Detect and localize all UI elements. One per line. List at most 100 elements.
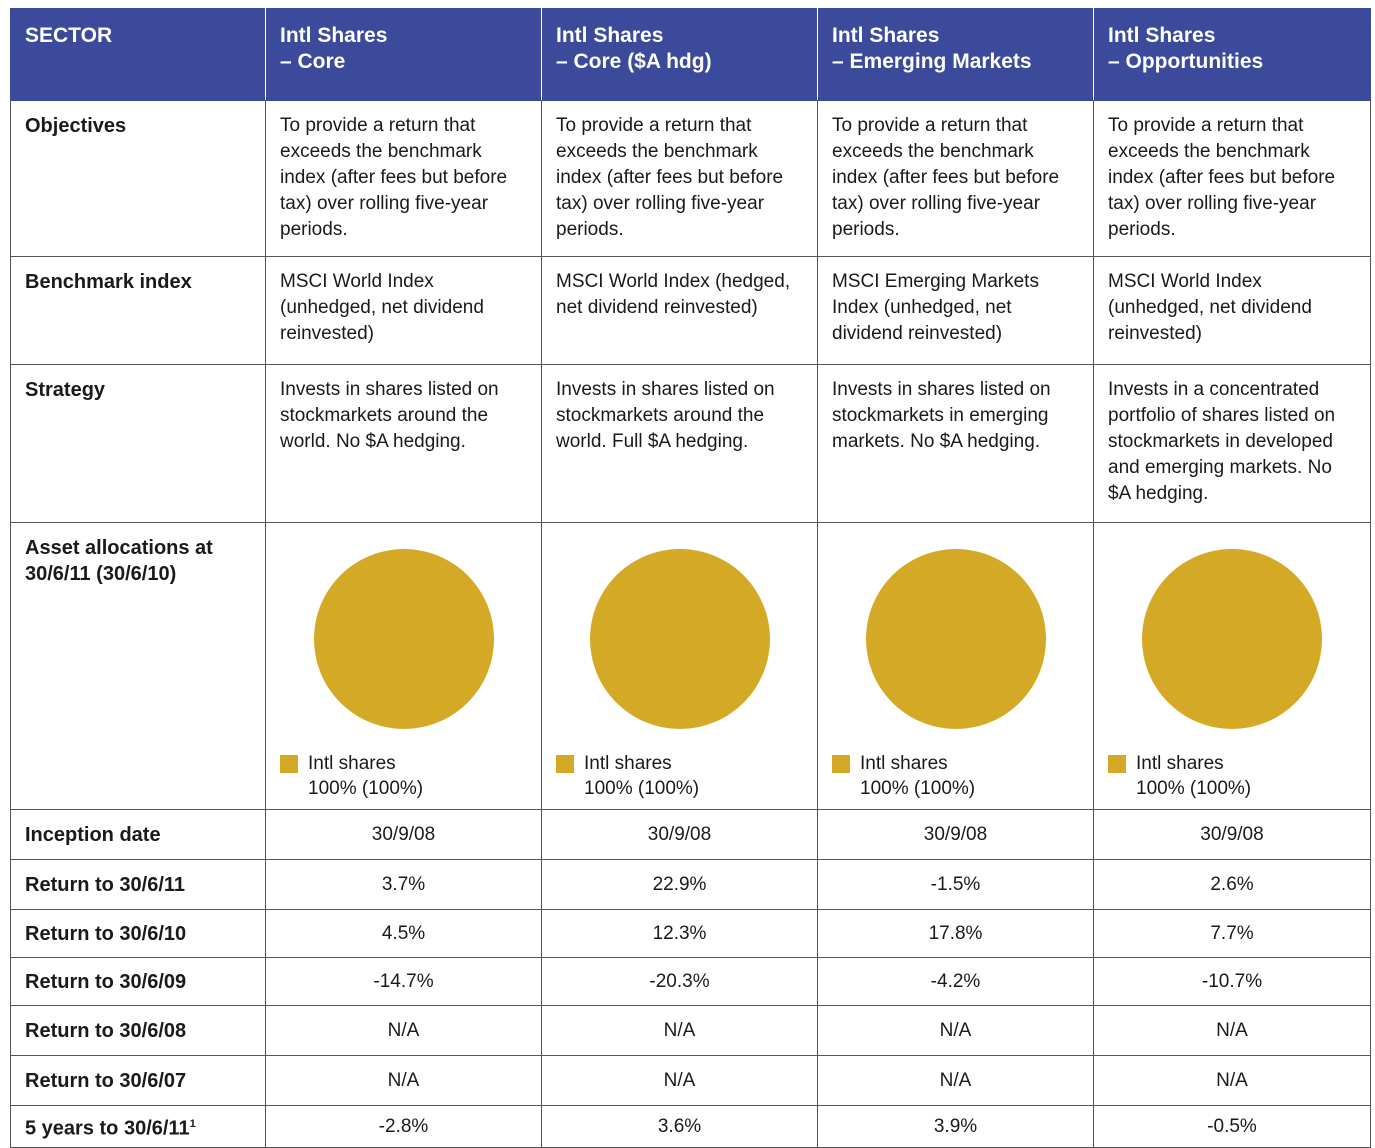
legend-swatch <box>280 755 298 773</box>
label-text: Inception date <box>25 823 161 846</box>
legend-text: Intl shares 100% (100%) <box>1136 751 1251 801</box>
row-label: 5 years to 30/6/111 <box>10 1105 266 1148</box>
legend-text: Intl shares 100% (100%) <box>584 751 699 801</box>
cell: N/A <box>265 1055 542 1106</box>
header-cell: Intl Shares – Core <box>265 8 542 101</box>
cell: -10.7% <box>1093 957 1371 1006</box>
cell: 30/9/08 <box>265 809 542 860</box>
cell: N/A <box>541 1005 818 1056</box>
legend-name: Intl shares <box>1136 753 1224 774</box>
cell: Intl shares 100% (100%) <box>817 522 1094 810</box>
header-cell: Intl Shares – Opportunities <box>1093 8 1371 101</box>
table-row: 5 years to 30/6/111 -2.8% 3.6% 3.9% -0.5% <box>10 1105 1371 1148</box>
cell: To provide a return that exceeds the ben… <box>541 100 818 257</box>
legend: Intl shares 100% (100%) <box>280 751 423 801</box>
allocation: Intl shares 100% (100%) <box>556 535 803 801</box>
header-line: – Emerging Markets <box>832 50 1032 73</box>
legend: Intl shares 100% (100%) <box>556 751 699 801</box>
row-label: Return to 30/6/07 <box>10 1055 266 1106</box>
row-label: Asset allocations at 30/6/11 (30/6/10) <box>10 522 266 810</box>
cell: MSCI World Index (unhedged, net dividend… <box>265 256 542 365</box>
cell: -20.3% <box>541 957 818 1006</box>
legend-value: 100% (100%) <box>308 778 424 799</box>
label-text: Return to 30/6/11 <box>25 873 186 896</box>
pie-chart <box>1142 549 1322 729</box>
legend: Intl shares 100% (100%) <box>1108 751 1251 801</box>
table-row: Return to 30/6/10 4.5% 12.3% 17.8% 7.7% <box>10 909 1371 958</box>
row-label: Return to 30/6/10 <box>10 909 266 958</box>
label-text: Return to 30/6/09 <box>25 970 187 993</box>
cell: To provide a return that exceeds the ben… <box>1093 100 1371 257</box>
table-row: Return to 30/6/07 N/A N/A N/A N/A <box>10 1055 1371 1106</box>
cell: 7.7% <box>1093 909 1371 958</box>
cell: -14.7% <box>265 957 542 1006</box>
pie-slice <box>313 549 494 729</box>
cell: 3.7% <box>265 859 542 910</box>
cell: -2.8% <box>265 1105 542 1148</box>
table-row: Benchmark index MSCI World Index (unhedge… <box>10 256 1371 365</box>
label-text: 5 years to 30/6/11 <box>25 1117 190 1140</box>
header-line: Intl Shares <box>556 24 664 47</box>
cell: 30/9/08 <box>817 809 1094 860</box>
fund-table: SECTOR Intl Shares – Core Intl Shares – Core… <box>10 8 1371 1148</box>
cell: 4.5% <box>265 909 542 958</box>
label-text: Return to 30/6/10 <box>25 922 187 945</box>
row-label: Return to 30/6/11 <box>10 859 266 910</box>
header-line: – Core <box>280 50 346 73</box>
legend-name: Intl shares <box>308 753 396 774</box>
cell: MSCI World Index (hedged, net dividend r… <box>541 256 818 365</box>
pie-chart <box>313 549 494 729</box>
table-row: Return to 30/6/09 -14.7% -20.3% -4.2% -10.7% <box>10 957 1371 1006</box>
cell: -0.5% <box>1093 1105 1371 1148</box>
row-label: Return to 30/6/09 <box>10 957 266 1006</box>
cell: N/A <box>1093 1005 1371 1056</box>
table-row: Return to 30/6/11 3.7% 22.9% -1.5% 2.6% <box>10 859 1371 910</box>
cell: 22.9% <box>541 859 818 910</box>
cell: 17.8% <box>817 909 1094 958</box>
cell: 3.9% <box>817 1105 1094 1148</box>
cell: N/A <box>265 1005 542 1056</box>
cell: -4.2% <box>817 957 1094 1006</box>
cell: Invests in shares listed on stockmarkets… <box>265 364 542 523</box>
cell: Invests in shares listed on stockmarkets… <box>541 364 818 523</box>
cell: N/A <box>1093 1055 1371 1106</box>
header-line: – Opportunities <box>1108 50 1264 73</box>
cell: -1.5% <box>817 859 1094 910</box>
cell: 3.6% <box>541 1105 818 1148</box>
cell: To provide a return that exceeds the ben… <box>817 100 1094 257</box>
legend-name: Intl shares <box>860 753 948 774</box>
cell: 2.6% <box>1093 859 1371 910</box>
table-row: Objectives To provide a return that excee… <box>10 100 1371 257</box>
table-row: Return to 30/6/08 N/A N/A N/A N/A <box>10 1005 1371 1056</box>
header-line: Intl Shares <box>1108 24 1216 47</box>
pie-slice <box>865 549 1046 729</box>
legend-swatch <box>832 755 850 773</box>
cell: N/A <box>817 1055 1094 1106</box>
label-text: Return to 30/6/07 <box>25 1069 187 1092</box>
cell: MSCI Emerging Markets Index (unhedged, n… <box>817 256 1094 365</box>
cell: N/A <box>817 1005 1094 1056</box>
label-text: Return to 30/6/08 <box>25 1019 187 1042</box>
table-row: Inception date 30/9/08 30/9/08 30/9/08 30/9/… <box>10 809 1371 860</box>
header-line: Intl Shares <box>280 24 388 47</box>
row-label: Return to 30/6/08 <box>10 1005 266 1056</box>
cell: Invests in a concentrated portfolio of s… <box>1093 364 1371 523</box>
row-label: Strategy <box>10 364 266 523</box>
legend-value: 100% (100%) <box>1136 778 1252 799</box>
table-row: SECTOR Intl Shares – Core Intl Shares – Core… <box>10 8 1371 101</box>
row-label: Objectives <box>10 100 266 257</box>
pie-slice <box>589 549 770 729</box>
pie-slice <box>1142 549 1322 729</box>
table-row: Asset allocations at 30/6/11 (30/6/10) Int… <box>10 522 1371 810</box>
legend-value: 100% (100%) <box>860 778 976 799</box>
legend-text: Intl shares 100% (100%) <box>860 751 975 801</box>
label-line: 30/6/11 (30/6/10) <box>25 563 177 585</box>
header-cell: SECTOR <box>10 8 266 101</box>
cell: 12.3% <box>541 909 818 958</box>
row-label: Benchmark index <box>10 256 266 365</box>
legend: Intl shares 100% (100%) <box>832 751 975 801</box>
cell: Intl shares 100% (100%) <box>541 522 818 810</box>
header-line: Intl Shares <box>832 24 940 47</box>
table-body: SECTOR Intl Shares – Core Intl Shares – Core… <box>10 8 1371 1148</box>
